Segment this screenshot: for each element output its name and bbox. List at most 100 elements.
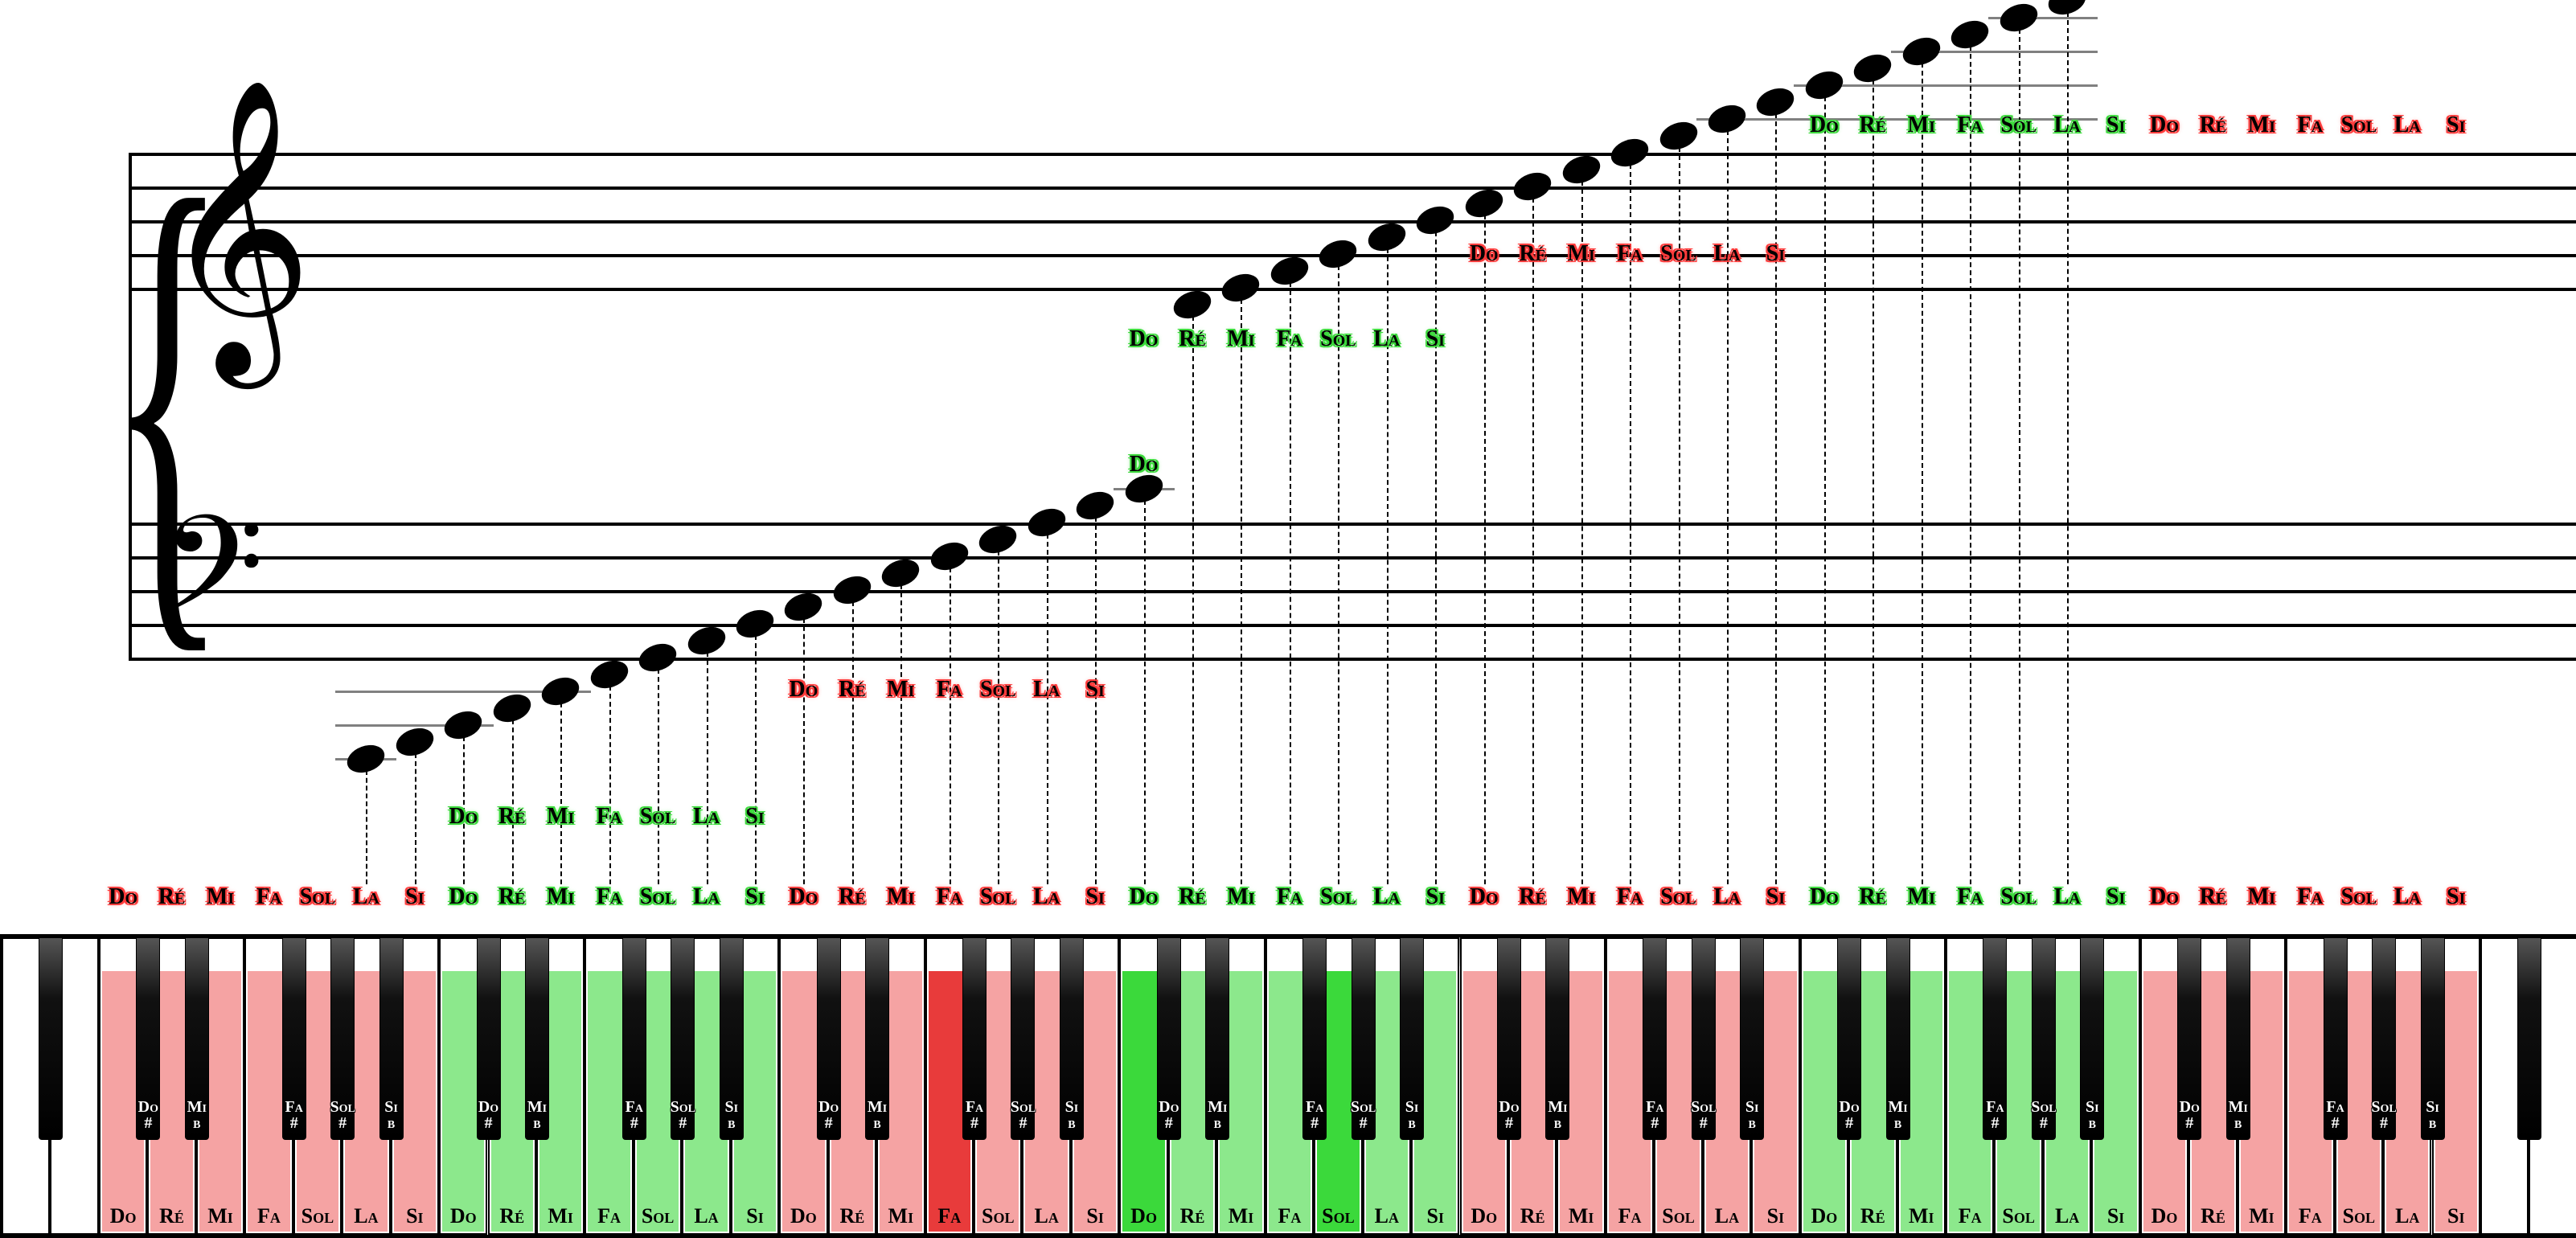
white-key-label: Fa bbox=[927, 1204, 972, 1228]
solfege-label: Sol bbox=[974, 884, 1022, 910]
white-key-label: Fa bbox=[2287, 1204, 2332, 1228]
black-key: Mib bbox=[185, 937, 209, 1140]
solfege-label: Do bbox=[1800, 113, 1848, 138]
black-key: Sol# bbox=[1352, 937, 1376, 1140]
white-key-label: Sol bbox=[295, 1204, 340, 1228]
solfege-label: Ré bbox=[1508, 241, 1557, 267]
solfege-label: Sol bbox=[634, 804, 682, 830]
note-to-key-guideline bbox=[2019, 29, 2020, 884]
solfege-label: Si bbox=[1411, 884, 1459, 910]
solfege-label: Mi bbox=[2238, 113, 2286, 138]
solfege-label: Mi bbox=[876, 677, 925, 703]
black-key-label: Sol# bbox=[2026, 1099, 2061, 1131]
solfege-label: Fa bbox=[244, 884, 293, 910]
note-to-key-guideline bbox=[658, 669, 659, 884]
black-key: Fa# bbox=[282, 937, 306, 1140]
black-key-label: Do# bbox=[130, 1099, 166, 1131]
solfege-label: La bbox=[1703, 241, 1751, 267]
black-key-label: Mib bbox=[519, 1099, 555, 1131]
black-key: Do# bbox=[2177, 937, 2201, 1140]
black-key-label: Fa# bbox=[1977, 1099, 2012, 1131]
solfege-label: Do bbox=[2140, 884, 2188, 910]
solfege-label: Sol bbox=[1995, 113, 2043, 138]
white-key-label: Do bbox=[781, 1204, 826, 1228]
note-to-key-guideline bbox=[1484, 215, 1486, 884]
solfege-label: La bbox=[1023, 884, 1071, 910]
black-key-label: Fa# bbox=[277, 1099, 312, 1131]
white-key-label: Ré bbox=[1170, 1204, 1215, 1228]
black-key-label: Sib bbox=[1394, 1099, 1430, 1131]
black-key: Fa# bbox=[1983, 937, 2007, 1140]
white-key-label: Fa bbox=[1947, 1204, 1992, 1228]
solfege-label: Fa bbox=[925, 677, 974, 703]
black-key-label: Mib bbox=[179, 1099, 215, 1131]
note-to-key-guideline bbox=[1144, 500, 1146, 884]
black-key: Do# bbox=[1837, 937, 1861, 1140]
solfege-label: Do bbox=[1120, 326, 1168, 352]
white-key-label: Mi bbox=[1558, 1204, 1603, 1228]
note-to-key-guideline bbox=[2067, 12, 2069, 884]
black-key: Fa# bbox=[2324, 937, 2348, 1140]
black-key-label: Fa# bbox=[617, 1099, 652, 1131]
white-key-label: Ré bbox=[1510, 1204, 1555, 1228]
white-key-label: Sol bbox=[1315, 1204, 1360, 1228]
black-key-label: Do# bbox=[811, 1099, 847, 1131]
black-key: Mib bbox=[525, 937, 549, 1140]
solfege-label: La bbox=[2043, 884, 2091, 910]
note-to-key-guideline bbox=[998, 551, 999, 884]
black-key: Do# bbox=[1157, 937, 1181, 1140]
note-to-key-guideline bbox=[1338, 265, 1339, 884]
solfege-label: Sol bbox=[2335, 884, 2383, 910]
note-to-key-guideline bbox=[512, 719, 514, 884]
bass-clef: 𝄢 bbox=[161, 490, 265, 676]
white-key-label: Mi bbox=[198, 1204, 243, 1228]
solfege-label: Fa bbox=[585, 804, 634, 830]
black-key: Mib bbox=[2226, 937, 2250, 1140]
solfege-label: Fa bbox=[925, 884, 974, 910]
solfege-label: La bbox=[1023, 677, 1071, 703]
white-key-label: Mi bbox=[538, 1204, 583, 1228]
solfege-label: Si bbox=[2432, 113, 2480, 138]
black-key: Sol# bbox=[1692, 937, 1716, 1140]
solfege-label: Mi bbox=[1897, 113, 1946, 138]
note-to-key-guideline bbox=[609, 686, 611, 884]
solfege-label: Sol bbox=[1655, 241, 1703, 267]
white-key-label: La bbox=[2385, 1204, 2430, 1228]
solfege-label: La bbox=[342, 884, 390, 910]
black-key: Do# bbox=[136, 937, 160, 1140]
black-key-label: Mib bbox=[1540, 1099, 1575, 1131]
white-key-label: Si bbox=[2434, 1204, 2479, 1228]
white-key-label: Si bbox=[1413, 1204, 1458, 1228]
note-to-key-guideline bbox=[1047, 534, 1048, 884]
solfege-label: Si bbox=[391, 884, 439, 910]
solfege-label: Do bbox=[439, 884, 487, 910]
white-key-label: Mi bbox=[2239, 1204, 2284, 1228]
solfege-label: Mi bbox=[1557, 241, 1606, 267]
solfege-label: Do bbox=[2140, 113, 2188, 138]
solfege-label: Mi bbox=[1216, 326, 1265, 352]
black-key: Fa# bbox=[1302, 937, 1327, 1140]
solfege-label: La bbox=[1363, 884, 1411, 910]
note-to-key-guideline bbox=[950, 568, 951, 884]
black-key: Sib bbox=[1740, 937, 1764, 1140]
solfege-label: Sol bbox=[1314, 326, 1362, 352]
white-key-label: Mi bbox=[878, 1204, 923, 1228]
solfege-label: Ré bbox=[148, 884, 196, 910]
note-to-key-guideline bbox=[1630, 164, 1631, 884]
black-key-label: Fa# bbox=[1297, 1099, 1332, 1131]
black-key: Sol# bbox=[1011, 937, 1035, 1140]
black-key: Sol# bbox=[330, 937, 355, 1140]
black-key: Do# bbox=[477, 937, 501, 1140]
solfege-label: Ré bbox=[488, 884, 536, 910]
solfege-label: Fa bbox=[2286, 113, 2334, 138]
solfege-label: Si bbox=[1751, 241, 1799, 267]
black-key-label: Sol# bbox=[665, 1099, 700, 1131]
solfege-label: Ré bbox=[828, 884, 876, 910]
solfege-label: La bbox=[2383, 884, 2431, 910]
black-key bbox=[2517, 937, 2541, 1140]
solfege-label: La bbox=[1363, 326, 1411, 352]
white-key-label: Do bbox=[1802, 1204, 1847, 1228]
solfege-label: Si bbox=[1071, 677, 1119, 703]
solfege-label: Ré bbox=[2188, 884, 2237, 910]
black-key-label: Fa# bbox=[2318, 1099, 2353, 1131]
